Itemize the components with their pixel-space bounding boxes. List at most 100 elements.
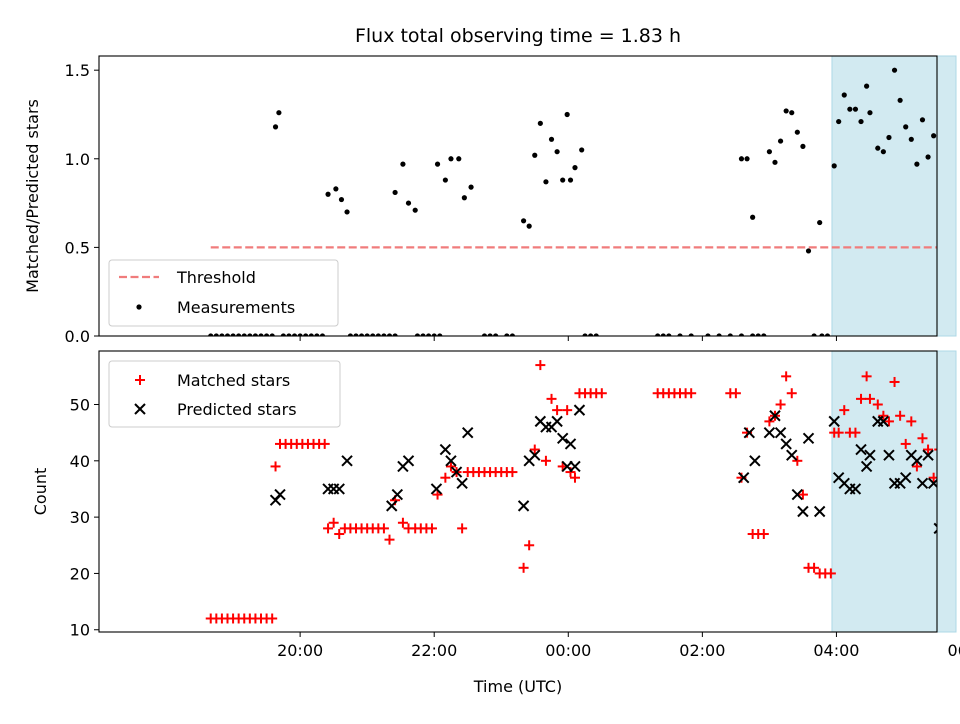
measurement-point: [303, 333, 309, 336]
measurement-point: [817, 219, 823, 226]
measurement-point: [400, 161, 406, 167]
measurement-point: [412, 207, 418, 213]
bottom-panel: 10 20 30 40 50 20:00 22:00 00:00 02:00 04:00 06:00…: [31, 350, 960, 696]
measurement-point: [426, 333, 432, 336]
predicted-stars-point: [456, 477, 468, 490]
measurement-point: [386, 333, 393, 336]
y-tick-label: 1.0: [65, 150, 90, 169]
measurement-point: [333, 186, 339, 192]
predicted-stars-point: [517, 500, 530, 512]
chart-title: Flux total observing time = 1.83 h: [355, 25, 681, 47]
predicted-stars-point: [763, 426, 776, 439]
x-tick-label: 00:00: [545, 641, 591, 660]
matched-stars-point: [518, 562, 529, 573]
matched-stars-point: [934, 448, 937, 451]
predicted-stars-point: [569, 460, 581, 473]
matched-stars-point: [850, 427, 861, 438]
predicted-stars-point: [573, 404, 586, 416]
measurement-point: [526, 223, 532, 229]
measurement-point: [347, 333, 353, 336]
highlight-span: [831, 55, 957, 337]
measurement-point: [280, 333, 286, 336]
measurement-point: [230, 333, 236, 336]
measurement-point: [805, 248, 812, 254]
measurement-point: [208, 333, 214, 336]
predicted-stars-point: [922, 449, 934, 461]
measurement-point: [925, 154, 931, 160]
y-axis-label: Matched/Predicted stars: [23, 99, 42, 293]
matched-stars-point: [730, 388, 741, 399]
matched-stars-point: [917, 433, 928, 444]
predicted-stars-point: [780, 438, 792, 450]
matched-stars-point: [384, 534, 395, 545]
measurement-point: [766, 149, 773, 155]
matched-stars-point: [569, 472, 580, 483]
measurement-point: [493, 333, 499, 336]
matched-stars-point: [833, 427, 844, 438]
measurement-point: [461, 195, 467, 201]
measurement-point: [908, 136, 914, 142]
matched-stars-point: [535, 360, 546, 371]
measurement-point: [258, 333, 264, 336]
y-tick-label: 10: [70, 621, 90, 640]
matched-stars-point: [457, 523, 468, 534]
matched-stars-point: [440, 472, 451, 483]
predicted-stars-point: [786, 449, 798, 461]
measurement-point: [867, 110, 873, 116]
measurement-point: [572, 165, 578, 171]
measurement-point: [919, 117, 926, 123]
measurement-point: [247, 333, 253, 336]
measurement-point: [783, 108, 789, 114]
measurement-point: [291, 333, 298, 336]
measurement-point: [560, 177, 566, 183]
predicted-stars-point: [797, 505, 809, 518]
matched-stars-point: [911, 461, 922, 472]
legend-measurement-label: Measurements: [177, 298, 295, 317]
matched-stars-point: [546, 393, 557, 404]
x-tick-label: 06:00: [947, 641, 960, 660]
matched-stars-point: [323, 523, 334, 534]
predicted-stars-point: [556, 432, 569, 444]
measurement-point: [392, 189, 398, 196]
measurement-point: [414, 333, 421, 336]
measurement-point: [875, 145, 881, 151]
measurement-point: [286, 333, 292, 336]
x-tick-label: 22:00: [411, 641, 457, 660]
measurement-point: [588, 333, 594, 336]
measurement-point: [744, 156, 750, 162]
predicted-stars-point: [911, 455, 923, 467]
matched-stars-point: [445, 461, 456, 472]
measurement-point: [897, 97, 903, 103]
legend-predicted-label: Predicted stars: [177, 400, 297, 419]
matched-stars-point: [906, 416, 917, 427]
matched-stars-point: [839, 405, 850, 416]
plot-area: [205, 360, 937, 624]
measurement-point: [864, 83, 870, 89]
matched-stars-point: [524, 540, 535, 551]
predicted-stars-point: [391, 488, 404, 501]
measurement-point: [358, 333, 365, 336]
predicted-stars-point: [933, 522, 937, 535]
matched-stars-point: [856, 393, 867, 404]
y-tick-label: 40: [70, 452, 90, 471]
measurement-point: [554, 149, 560, 155]
measurement-point: [579, 147, 585, 153]
measurement-point: [241, 333, 247, 336]
measurement-point: [914, 161, 920, 167]
measurement-point: [272, 124, 279, 130]
measurement-point: [716, 333, 722, 336]
measurement-point: [794, 129, 800, 135]
measurement-point: [224, 333, 231, 336]
measurement-point: [891, 67, 898, 73]
y-tick-label: 30: [70, 508, 90, 527]
axes-frame: [98, 55, 938, 337]
measurement-point: [420, 333, 426, 336]
measurement-point: [582, 333, 588, 336]
y-tick-label: 0.5: [65, 238, 90, 257]
measurement-point: [353, 333, 359, 336]
matched-stars-point: [507, 467, 518, 478]
measurement-point: [880, 149, 886, 155]
measurement-point: [434, 161, 441, 167]
measurement-point: [903, 124, 909, 130]
